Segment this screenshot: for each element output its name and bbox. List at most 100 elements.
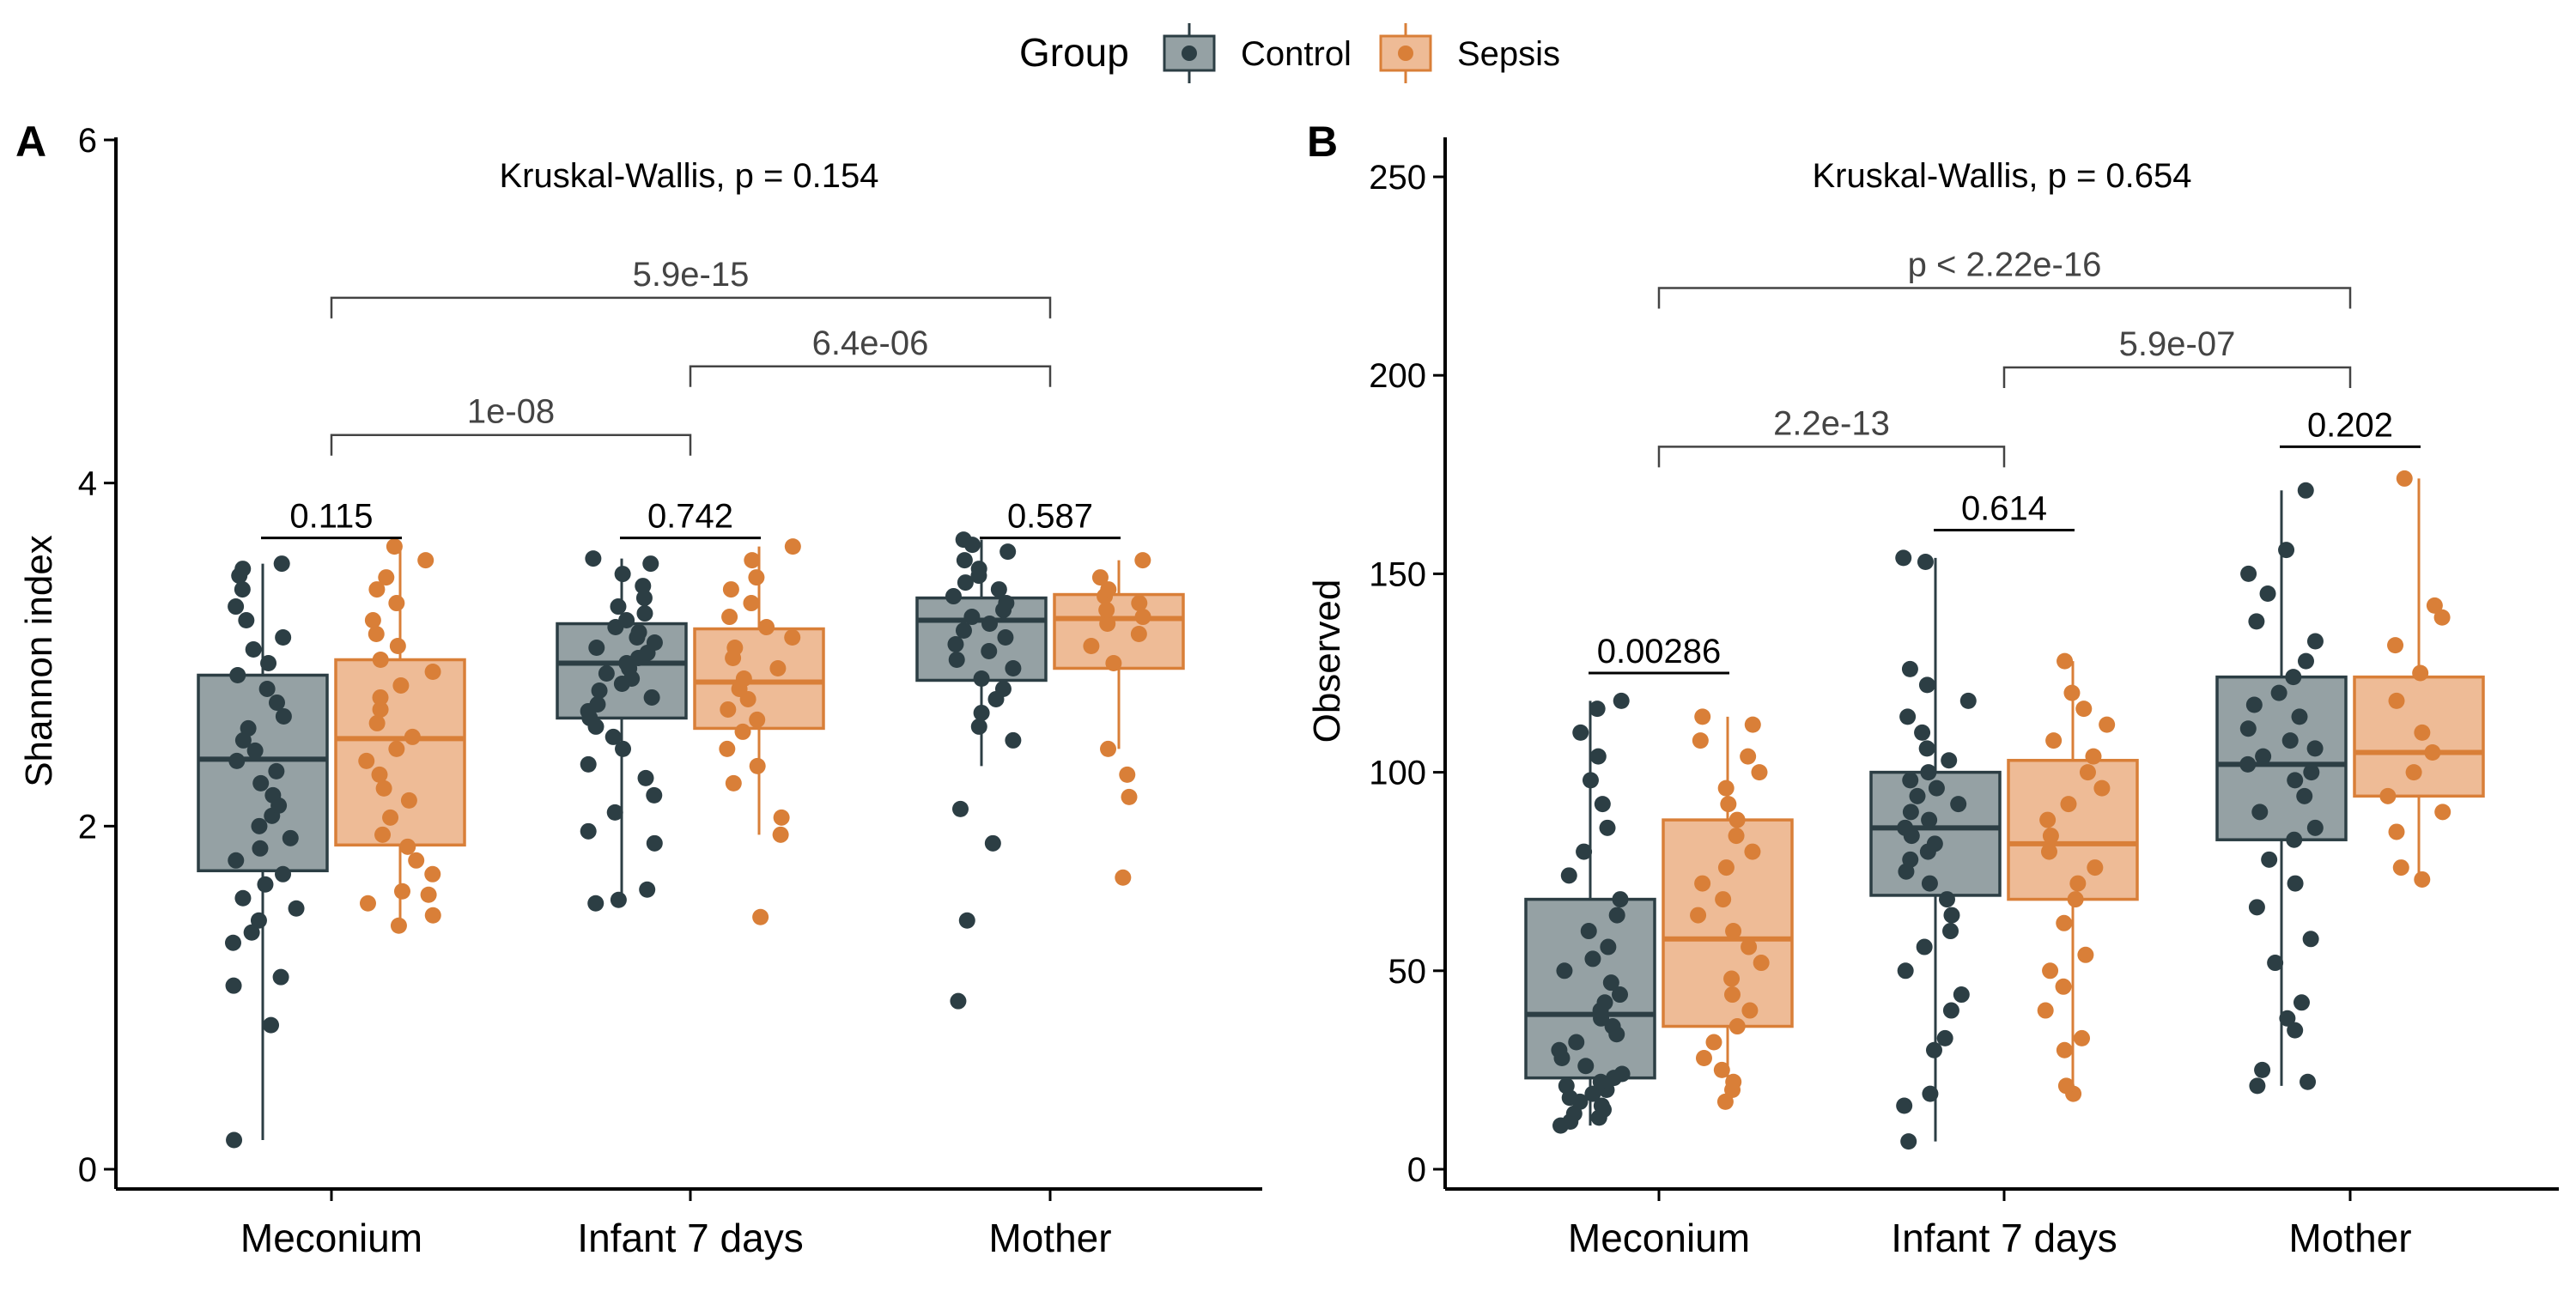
- data-point: [2297, 482, 2314, 499]
- data-point: [375, 779, 392, 797]
- data-point: [2255, 748, 2272, 765]
- data-point: [1921, 875, 1938, 892]
- data-point: [404, 728, 421, 745]
- data-point: [2074, 1029, 2091, 1046]
- data-point: [224, 934, 241, 951]
- comparison-within: 0.202: [2280, 406, 2421, 448]
- panel-a: A 0 2 4 6 Shannon index Meconium Infant 7 days M…: [15, 118, 1262, 1260]
- box-iqr: [2215, 675, 2348, 841]
- data-point: [1572, 724, 1589, 741]
- data-point: [2278, 542, 2295, 559]
- data-point: [2302, 931, 2319, 948]
- data-point: [2085, 748, 2102, 765]
- data-point: [1717, 859, 1735, 876]
- comparison-bracket: [1657, 287, 2352, 309]
- data-point: [1723, 970, 1741, 987]
- data-point: [238, 612, 255, 629]
- data-point: [2056, 1041, 2073, 1058]
- data-point: [268, 762, 285, 779]
- data-point: [981, 643, 998, 660]
- data-point: [374, 826, 392, 843]
- data-point: [388, 595, 405, 612]
- series-control: [1524, 482, 2348, 1150]
- data-point: [243, 924, 260, 941]
- data-point: [382, 809, 399, 826]
- data-point: [368, 581, 386, 598]
- data-point: [228, 598, 245, 616]
- data-point: [388, 740, 405, 757]
- data-point: [1612, 891, 1629, 908]
- data-point: [589, 695, 606, 713]
- panel-letter: B: [1307, 118, 1338, 166]
- data-point: [1694, 708, 1711, 725]
- data-point: [2087, 859, 2104, 876]
- data-point: [744, 552, 761, 569]
- x-tick-label: Infant 7 days: [577, 1216, 803, 1260]
- box-control-0: [197, 563, 329, 1141]
- data-point: [2392, 859, 2409, 876]
- data-point: [973, 704, 990, 721]
- data-point: [378, 569, 395, 586]
- data-point: [2063, 684, 2081, 701]
- box-control-2: [915, 539, 1048, 767]
- data-point: [2279, 1010, 2296, 1027]
- data-point: [646, 634, 663, 652]
- data-point: [2281, 732, 2299, 749]
- data-point: [1896, 1097, 1913, 1114]
- data-point: [2249, 1077, 2266, 1095]
- data-point: [958, 912, 975, 929]
- p-value-label: 6.4e-06: [812, 325, 929, 362]
- legend: Group Control Sepsis: [1019, 23, 1560, 83]
- data-point: [585, 550, 602, 567]
- legend-key-point: [1182, 45, 1197, 61]
- p-value-label: 1e-08: [467, 393, 555, 431]
- data-point: [268, 694, 285, 711]
- data-point: [637, 769, 654, 786]
- data-point: [1100, 581, 1117, 598]
- series-sepsis: [334, 538, 1185, 934]
- data-point: [1744, 716, 1761, 733]
- data-point: [1568, 1034, 1585, 1051]
- data-point: [1936, 1029, 1953, 1046]
- data-point: [1576, 843, 1593, 860]
- data-point: [735, 670, 752, 687]
- data-point: [1584, 1085, 1601, 1102]
- data-point: [1942, 923, 1959, 940]
- data-point: [1928, 779, 1945, 797]
- data-point: [2248, 613, 2265, 630]
- data-point: [1131, 595, 1148, 612]
- data-point: [1134, 552, 1151, 569]
- x-tick-label: Mother: [988, 1216, 1111, 1260]
- data-point: [2293, 994, 2310, 1011]
- data-point: [2405, 764, 2422, 781]
- data-point: [1922, 1085, 1939, 1102]
- y-tick-label: 100: [1369, 755, 1426, 792]
- data-point: [749, 757, 766, 774]
- data-point: [773, 809, 790, 826]
- data-point: [1694, 875, 1711, 892]
- data-point: [420, 886, 437, 903]
- comparison-within: 0.587: [980, 498, 1121, 540]
- data-point: [955, 531, 972, 549]
- data-point: [2270, 684, 2287, 701]
- data-point: [1100, 740, 1117, 757]
- data-point: [2426, 597, 2443, 614]
- data-point: [734, 723, 751, 740]
- data-point: [1115, 869, 1132, 886]
- data-point: [364, 612, 381, 629]
- data-point: [2254, 1061, 2271, 1078]
- data-point: [725, 774, 742, 792]
- data-point: [1608, 907, 1625, 924]
- data-point: [1728, 1018, 1746, 1035]
- data-point: [1897, 819, 1914, 836]
- data-point: [1556, 962, 1573, 980]
- data-point: [2042, 962, 2059, 980]
- data-point: [245, 641, 262, 658]
- data-point: [1613, 1065, 1631, 1083]
- data-point: [588, 640, 605, 657]
- y-tick-label: 6: [78, 122, 97, 160]
- data-point: [1902, 804, 1919, 821]
- data-point: [1121, 788, 1138, 805]
- data-point: [784, 629, 801, 646]
- y-tick-label: 50: [1388, 953, 1427, 991]
